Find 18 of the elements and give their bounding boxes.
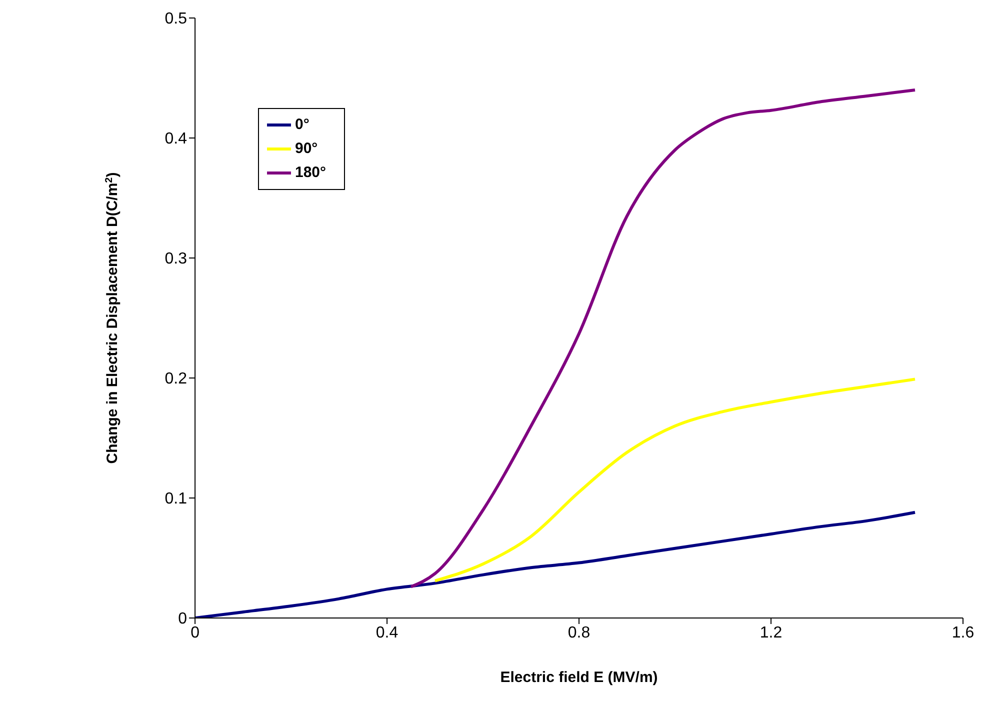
x-tick-label: 1.6 [952, 624, 974, 642]
y-tick-label: 0.5 [164, 10, 188, 28]
legend-label: 0° [295, 116, 310, 133]
legend-label: 180° [295, 164, 326, 181]
y-tick-label: 0.3 [164, 250, 188, 268]
y-tick-label: 0 [178, 610, 188, 628]
x-tick-label: 0.8 [568, 624, 590, 642]
line-series [434, 378, 916, 582]
x-tick-label: 0.4 [376, 624, 398, 642]
x-tick-label: 0 [190, 624, 200, 642]
y-tick-label: 0.4 [164, 130, 188, 148]
y-tick-label: 0.1 [164, 490, 188, 508]
line-series [410, 88, 916, 588]
y-tick-label: 0.2 [164, 370, 188, 388]
x-tick-label: 1.2 [760, 624, 782, 642]
legend-label: 90° [295, 140, 318, 157]
line-series [195, 510, 916, 618]
x-axis-title: Electric field E (MV/m) [500, 669, 658, 686]
